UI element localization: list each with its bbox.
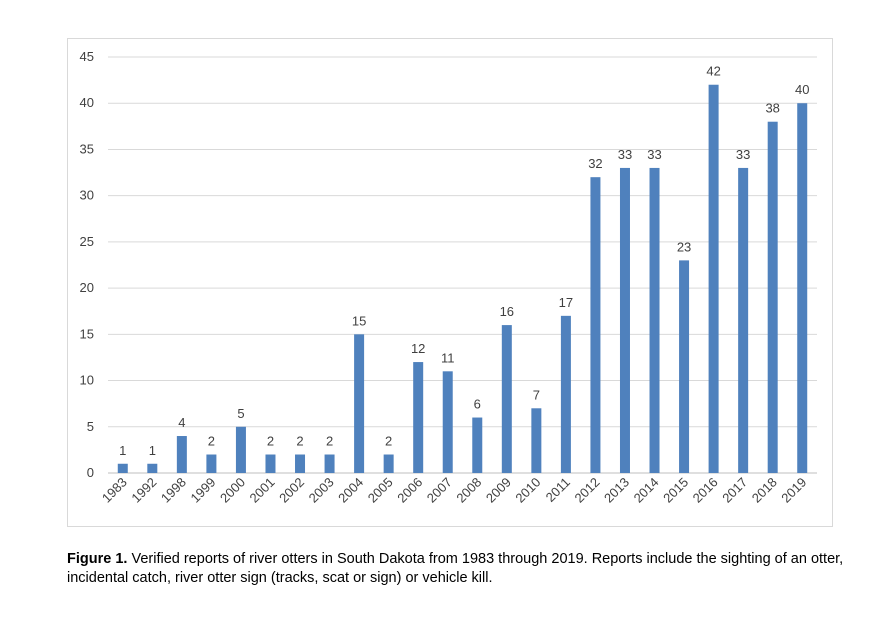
gridlines xyxy=(108,56,817,474)
x-tick-label: 2018 xyxy=(749,475,780,506)
bar xyxy=(383,454,394,473)
x-tick-label: 2011 xyxy=(543,475,573,505)
bars xyxy=(117,84,808,473)
data-label: 16 xyxy=(500,304,514,319)
x-axis-tick-labels: 1983199219981999200020012002200320042005… xyxy=(99,475,810,506)
bar xyxy=(619,167,630,473)
bar xyxy=(176,436,187,473)
data-label: 2 xyxy=(208,434,215,449)
x-tick-label: 2007 xyxy=(424,475,455,506)
caption-text: Verified reports of river otters in Sout… xyxy=(67,551,844,586)
x-tick-label: 2009 xyxy=(483,475,514,506)
data-label: 5 xyxy=(237,406,244,421)
x-tick-label: 2019 xyxy=(778,475,809,506)
data-label: 2 xyxy=(385,434,392,449)
data-label: 40 xyxy=(795,82,809,97)
bar xyxy=(560,315,571,473)
x-tick-label: 2002 xyxy=(276,475,307,506)
bar xyxy=(117,463,128,473)
chart-area: 0 5 10 15 20 25 30 35 40 45 1 1 4 2 5 2 2 2 15 2 12 11 6 16 7 17… xyxy=(67,38,833,527)
x-tick-label: 2016 xyxy=(690,475,721,506)
caption-label: Figure 1. xyxy=(67,551,128,567)
bar xyxy=(738,167,749,473)
y-tick-label: 10 xyxy=(80,373,94,388)
data-label: 17 xyxy=(559,295,573,310)
x-tick-label: 2008 xyxy=(453,475,484,506)
x-tick-label: 2003 xyxy=(306,475,337,506)
bar xyxy=(265,454,276,473)
figure-caption: Figure 1. Verified reports of river otte… xyxy=(67,550,847,588)
data-label: 2 xyxy=(296,434,303,449)
x-tick-label: 2004 xyxy=(335,475,366,506)
y-tick-label: 5 xyxy=(87,419,94,434)
x-tick-label: 2010 xyxy=(512,475,543,506)
x-tick-label: 2000 xyxy=(217,475,248,506)
x-tick-label: 1998 xyxy=(158,475,189,506)
bar xyxy=(295,454,306,473)
data-label: 7 xyxy=(533,387,540,402)
bar xyxy=(354,334,365,473)
bar xyxy=(442,371,453,473)
data-label: 11 xyxy=(441,350,455,365)
bar xyxy=(590,177,601,473)
bar xyxy=(649,167,660,473)
bar xyxy=(472,417,483,473)
y-axis-tick-labels: 0 5 10 15 20 25 30 35 40 45 xyxy=(80,49,94,480)
x-tick-label: 2006 xyxy=(394,475,425,506)
data-label: 1 xyxy=(119,443,126,458)
data-label: 4 xyxy=(178,415,185,430)
bar xyxy=(501,325,512,473)
bar xyxy=(235,426,246,473)
data-label: 33 xyxy=(736,147,750,162)
data-label: 33 xyxy=(647,147,661,162)
data-label: 33 xyxy=(618,147,632,162)
data-label: 2 xyxy=(326,434,333,449)
x-tick-label: 1983 xyxy=(99,475,130,506)
data-label: 12 xyxy=(411,341,425,356)
data-label: 42 xyxy=(706,64,720,79)
y-tick-label: 0 xyxy=(87,465,94,480)
data-label: 6 xyxy=(474,397,481,412)
y-tick-label: 20 xyxy=(80,280,94,295)
data-label: 1 xyxy=(149,443,156,458)
bar xyxy=(679,260,690,473)
bar xyxy=(531,408,542,473)
y-tick-label: 30 xyxy=(80,188,94,203)
bar xyxy=(767,121,778,473)
y-tick-label: 35 xyxy=(80,141,94,156)
bar xyxy=(413,362,424,473)
y-tick-label: 25 xyxy=(80,234,94,249)
x-tick-label: 2013 xyxy=(601,475,632,506)
x-tick-label: 2012 xyxy=(572,475,603,506)
y-tick-label: 40 xyxy=(80,95,94,110)
x-tick-label: 1999 xyxy=(187,475,218,506)
y-tick-label: 45 xyxy=(80,49,94,64)
x-tick-label: 2015 xyxy=(660,475,691,506)
x-tick-label: 2005 xyxy=(365,475,396,506)
data-label: 15 xyxy=(352,313,366,328)
data-label: 2 xyxy=(267,434,274,449)
bar xyxy=(147,463,158,473)
bar xyxy=(206,454,217,473)
x-tick-label: 2001 xyxy=(247,475,278,506)
data-label: 32 xyxy=(588,156,602,171)
data-label: 38 xyxy=(765,101,779,116)
x-tick-label: 1992 xyxy=(128,475,159,506)
data-label: 23 xyxy=(677,239,691,254)
x-tick-label: 2014 xyxy=(631,475,662,506)
bar xyxy=(708,84,719,473)
y-tick-label: 15 xyxy=(80,326,94,341)
bar xyxy=(797,103,808,473)
x-tick-label: 2017 xyxy=(719,475,750,506)
bar xyxy=(324,454,335,473)
